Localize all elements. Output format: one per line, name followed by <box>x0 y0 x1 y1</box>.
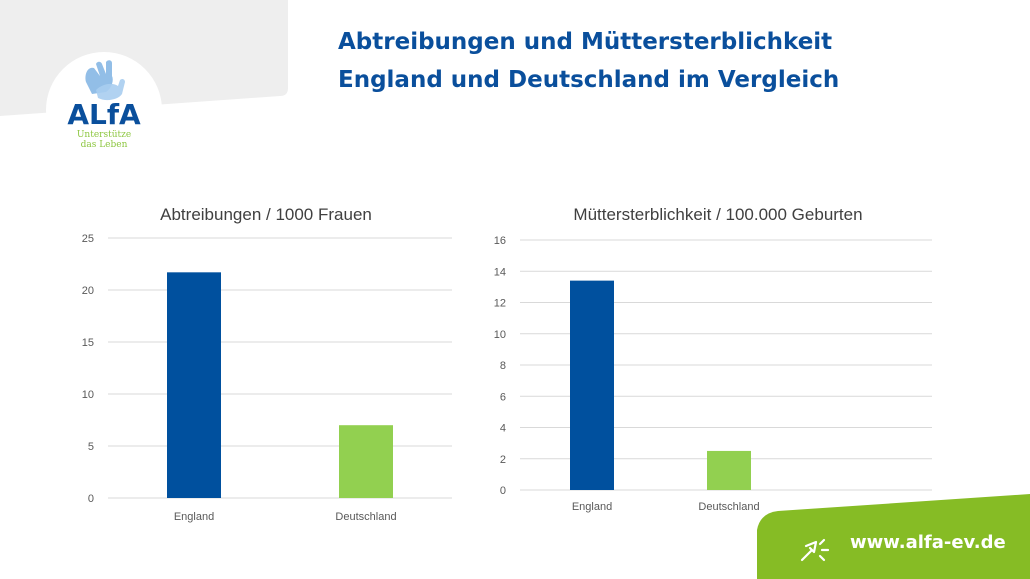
y-tick-label: 10 <box>82 389 94 401</box>
y-tick-label: 20 <box>82 285 94 297</box>
y-tick-label: 15 <box>82 337 94 349</box>
logo-wordmark: ALfA <box>67 98 141 131</box>
y-tick-label: 10 <box>494 329 506 341</box>
website-link[interactable]: www.alfa-ev.de <box>850 532 1006 553</box>
y-tick-label: 14 <box>494 266 506 278</box>
abortion-chart: Abtreibungen / 1000 Frauen 0 5 10 15 20 25 Engl… <box>82 205 452 523</box>
y-tick-label: 4 <box>500 423 506 435</box>
x-category-label: England <box>174 511 214 523</box>
bar-england <box>167 272 221 498</box>
logo-tagline-line2: das Leben <box>80 140 128 150</box>
bar-england <box>570 280 614 490</box>
logo-tagline-line1: Unterstütze <box>76 130 132 140</box>
y-tick-label: 25 <box>82 233 94 245</box>
page-title-line2: England und Deutschland im Vergleich <box>338 67 840 93</box>
x-category-label: Deutschland <box>698 501 759 513</box>
page-title-line1: Abtreibungen und Müttersterblichkeit <box>338 29 833 55</box>
y-tick-label: 5 <box>88 441 94 453</box>
chart-title: Abtreibungen / 1000 Frauen <box>160 205 372 224</box>
chart-title: Müttersterblichkeit / 100.000 Geburten <box>573 205 862 224</box>
y-tick-label: 16 <box>494 235 506 247</box>
bar-deutschland <box>707 450 751 490</box>
x-category-label: Deutschland <box>335 511 396 523</box>
y-tick-label: 8 <box>500 360 506 372</box>
y-tick-label: 0 <box>500 485 506 497</box>
y-tick-label: 6 <box>500 391 506 403</box>
footer-green-shape <box>757 494 1030 579</box>
x-category-label: England <box>572 501 612 513</box>
hands-icon <box>85 60 125 101</box>
maternal-mortality-chart: Müttersterblichkeit / 100.000 Geburten 0 2… <box>494 205 932 513</box>
y-tick-label: 12 <box>494 298 506 310</box>
logo-circle <box>46 52 162 168</box>
y-tick-label: 0 <box>88 493 94 505</box>
bar-deutschland <box>339 425 393 498</box>
cursor-click-icon <box>800 538 830 562</box>
y-tick-label: 2 <box>500 454 506 466</box>
